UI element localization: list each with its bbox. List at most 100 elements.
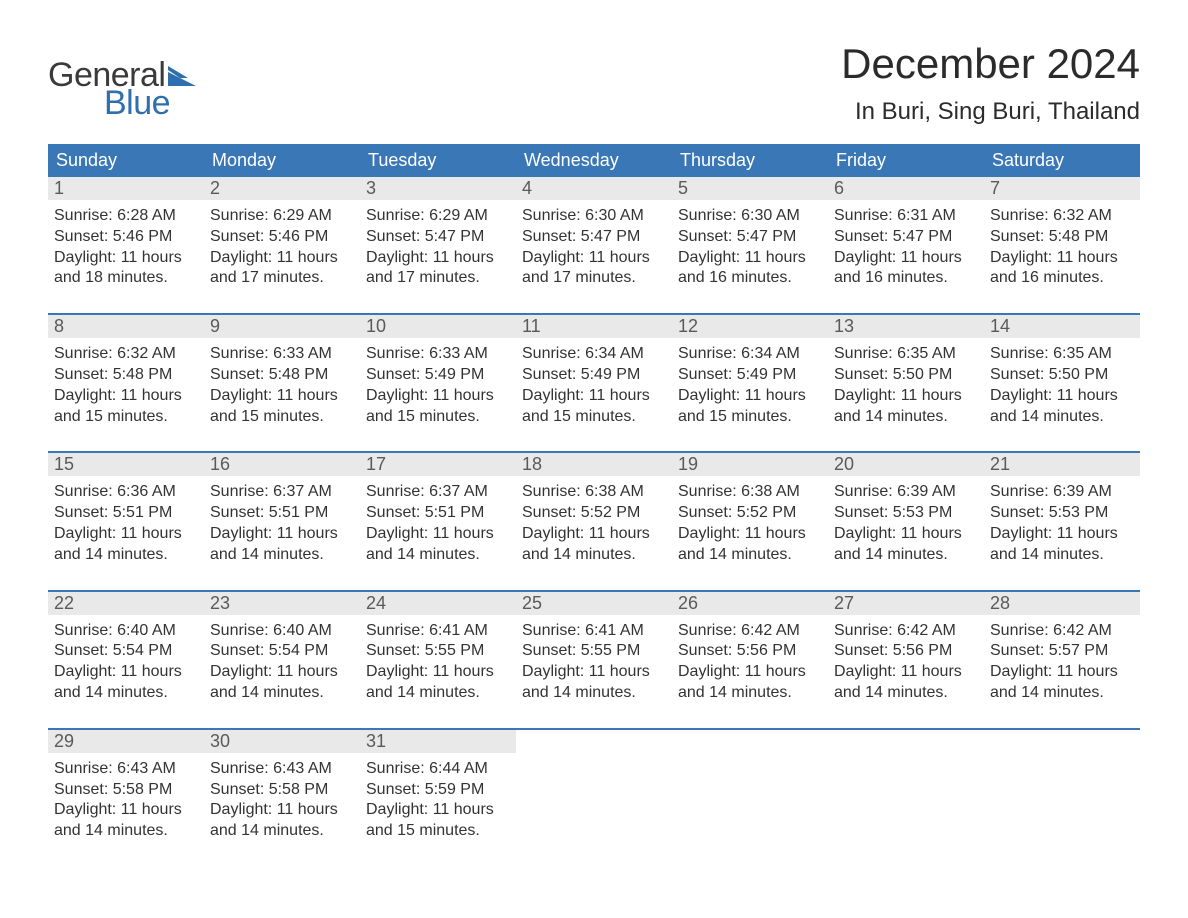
day-details: Sunrise: 6:43 AMSunset: 5:58 PMDaylight:… xyxy=(48,753,204,844)
day-cell: 17Sunrise: 6:37 AMSunset: 5:51 PMDayligh… xyxy=(360,453,516,567)
sunrise-line: Sunrise: 6:37 AM xyxy=(366,482,510,503)
day-details: Sunrise: 6:29 AMSunset: 5:46 PMDaylight:… xyxy=(204,200,360,291)
sunrise-line: Sunrise: 6:38 AM xyxy=(522,482,666,503)
day-details: Sunrise: 6:30 AMSunset: 5:47 PMDaylight:… xyxy=(672,200,828,291)
sunset-line: Sunset: 5:58 PM xyxy=(54,780,198,801)
sunrise-line: Sunrise: 6:42 AM xyxy=(990,621,1134,642)
day-number: 7 xyxy=(984,177,1140,200)
day-number: 19 xyxy=(672,453,828,476)
weekday-header-row: SundayMondayTuesdayWednesdayThursdayFrid… xyxy=(48,144,1140,177)
day-cell: 31Sunrise: 6:44 AMSunset: 5:59 PMDayligh… xyxy=(360,730,516,844)
day-cell: 7Sunrise: 6:32 AMSunset: 5:48 PMDaylight… xyxy=(984,177,1140,291)
day-details: Sunrise: 6:41 AMSunset: 5:55 PMDaylight:… xyxy=(516,615,672,706)
day-number: 3 xyxy=(360,177,516,200)
sunset-line: Sunset: 5:48 PM xyxy=(210,365,354,386)
sunrise-line: Sunrise: 6:32 AM xyxy=(54,344,198,365)
sunrise-line: Sunrise: 6:29 AM xyxy=(366,206,510,227)
daylight-line-1: Daylight: 11 hours xyxy=(210,662,354,683)
sunset-line: Sunset: 5:49 PM xyxy=(522,365,666,386)
daylight-line-2: and 14 minutes. xyxy=(990,407,1134,428)
sunset-line: Sunset: 5:48 PM xyxy=(54,365,198,386)
sunset-line: Sunset: 5:51 PM xyxy=(54,503,198,524)
sunrise-line: Sunrise: 6:42 AM xyxy=(834,621,978,642)
daylight-line-2: and 14 minutes. xyxy=(678,545,822,566)
daylight-line-2: and 14 minutes. xyxy=(210,683,354,704)
sunrise-line: Sunrise: 6:39 AM xyxy=(990,482,1134,503)
day-cell: 13Sunrise: 6:35 AMSunset: 5:50 PMDayligh… xyxy=(828,315,984,429)
day-details: Sunrise: 6:36 AMSunset: 5:51 PMDaylight:… xyxy=(48,476,204,567)
day-details: Sunrise: 6:39 AMSunset: 5:53 PMDaylight:… xyxy=(984,476,1140,567)
sunset-line: Sunset: 5:49 PM xyxy=(678,365,822,386)
daylight-line-1: Daylight: 11 hours xyxy=(366,800,510,821)
sunset-line: Sunset: 5:55 PM xyxy=(366,641,510,662)
daylight-line-2: and 14 minutes. xyxy=(990,545,1134,566)
month-title: December 2024 xyxy=(841,40,1140,88)
day-number: 2 xyxy=(204,177,360,200)
weekday-header-cell: Sunday xyxy=(48,144,204,177)
daylight-line-1: Daylight: 11 hours xyxy=(54,386,198,407)
sunrise-line: Sunrise: 6:29 AM xyxy=(210,206,354,227)
flag-icon xyxy=(168,66,196,86)
sunset-line: Sunset: 5:51 PM xyxy=(210,503,354,524)
day-number: 29 xyxy=(48,730,204,753)
sunrise-line: Sunrise: 6:30 AM xyxy=(678,206,822,227)
sunset-line: Sunset: 5:50 PM xyxy=(834,365,978,386)
daylight-line-1: Daylight: 11 hours xyxy=(834,386,978,407)
day-cell: 22Sunrise: 6:40 AMSunset: 5:54 PMDayligh… xyxy=(48,592,204,706)
sunset-line: Sunset: 5:52 PM xyxy=(522,503,666,524)
daylight-line-2: and 16 minutes. xyxy=(834,268,978,289)
day-details: Sunrise: 6:37 AMSunset: 5:51 PMDaylight:… xyxy=(204,476,360,567)
day-number: 14 xyxy=(984,315,1140,338)
daylight-line-1: Daylight: 11 hours xyxy=(210,386,354,407)
daylight-line-1: Daylight: 11 hours xyxy=(678,662,822,683)
daylight-line-1: Daylight: 11 hours xyxy=(522,524,666,545)
weekday-header-cell: Monday xyxy=(204,144,360,177)
daylight-line-1: Daylight: 11 hours xyxy=(834,524,978,545)
sunrise-line: Sunrise: 6:44 AM xyxy=(366,759,510,780)
day-number: 20 xyxy=(828,453,984,476)
day-cell: 4Sunrise: 6:30 AMSunset: 5:47 PMDaylight… xyxy=(516,177,672,291)
day-cell: 29Sunrise: 6:43 AMSunset: 5:58 PMDayligh… xyxy=(48,730,204,844)
day-cell: 20Sunrise: 6:39 AMSunset: 5:53 PMDayligh… xyxy=(828,453,984,567)
sunrise-line: Sunrise: 6:40 AM xyxy=(54,621,198,642)
day-cell: 8Sunrise: 6:32 AMSunset: 5:48 PMDaylight… xyxy=(48,315,204,429)
day-details: Sunrise: 6:43 AMSunset: 5:58 PMDaylight:… xyxy=(204,753,360,844)
day-cell: 2Sunrise: 6:29 AMSunset: 5:46 PMDaylight… xyxy=(204,177,360,291)
day-details: Sunrise: 6:40 AMSunset: 5:54 PMDaylight:… xyxy=(204,615,360,706)
weekday-header-cell: Thursday xyxy=(672,144,828,177)
day-number: 24 xyxy=(360,592,516,615)
sunset-line: Sunset: 5:55 PM xyxy=(522,641,666,662)
day-details: Sunrise: 6:38 AMSunset: 5:52 PMDaylight:… xyxy=(672,476,828,567)
day-cell: 26Sunrise: 6:42 AMSunset: 5:56 PMDayligh… xyxy=(672,592,828,706)
daylight-line-2: and 14 minutes. xyxy=(834,545,978,566)
daylight-line-1: Daylight: 11 hours xyxy=(366,386,510,407)
day-details: Sunrise: 6:34 AMSunset: 5:49 PMDaylight:… xyxy=(516,338,672,429)
sunset-line: Sunset: 5:49 PM xyxy=(366,365,510,386)
day-number: 26 xyxy=(672,592,828,615)
daylight-line-2: and 14 minutes. xyxy=(834,683,978,704)
day-number: 31 xyxy=(360,730,516,753)
daylight-line-2: and 18 minutes. xyxy=(54,268,198,289)
day-number: 11 xyxy=(516,315,672,338)
day-details: Sunrise: 6:35 AMSunset: 5:50 PMDaylight:… xyxy=(828,338,984,429)
sunrise-line: Sunrise: 6:35 AM xyxy=(990,344,1134,365)
daylight-line-2: and 14 minutes. xyxy=(678,683,822,704)
sunset-line: Sunset: 5:50 PM xyxy=(990,365,1134,386)
sunset-line: Sunset: 5:58 PM xyxy=(210,780,354,801)
sunset-line: Sunset: 5:57 PM xyxy=(990,641,1134,662)
day-cell: 16Sunrise: 6:37 AMSunset: 5:51 PMDayligh… xyxy=(204,453,360,567)
day-cell: 1Sunrise: 6:28 AMSunset: 5:46 PMDaylight… xyxy=(48,177,204,291)
generalblue-logo: General Blue xyxy=(48,40,196,120)
sunset-line: Sunset: 5:53 PM xyxy=(834,503,978,524)
daylight-line-2: and 14 minutes. xyxy=(522,545,666,566)
daylight-line-2: and 15 minutes. xyxy=(678,407,822,428)
week-row: 15Sunrise: 6:36 AMSunset: 5:51 PMDayligh… xyxy=(48,451,1140,567)
daylight-line-1: Daylight: 11 hours xyxy=(54,800,198,821)
sunrise-line: Sunrise: 6:30 AM xyxy=(522,206,666,227)
day-details: Sunrise: 6:44 AMSunset: 5:59 PMDaylight:… xyxy=(360,753,516,844)
sunrise-line: Sunrise: 6:38 AM xyxy=(678,482,822,503)
daylight-line-1: Daylight: 11 hours xyxy=(990,248,1134,269)
day-details: Sunrise: 6:32 AMSunset: 5:48 PMDaylight:… xyxy=(48,338,204,429)
daylight-line-1: Daylight: 11 hours xyxy=(834,662,978,683)
logo-text-bottom: Blue xyxy=(104,86,196,120)
